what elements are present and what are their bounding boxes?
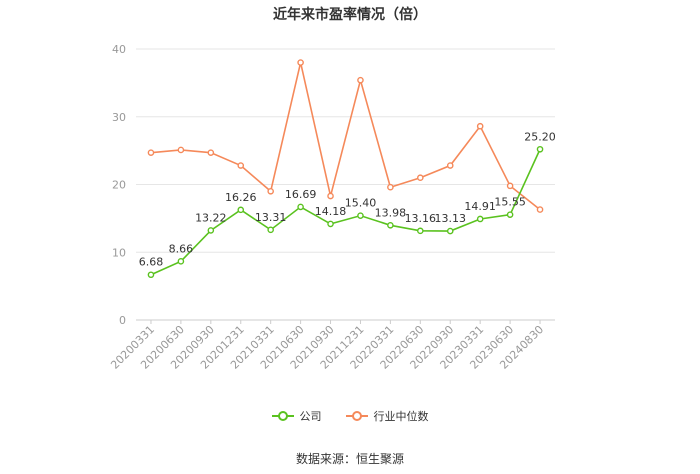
data-point-company bbox=[446, 227, 454, 235]
data-point-industry bbox=[506, 182, 514, 190]
data-point-industry bbox=[357, 76, 364, 84]
data-point-company bbox=[536, 145, 544, 153]
y-tick-label: 30 bbox=[112, 111, 126, 124]
y-tick-label: 40 bbox=[112, 43, 126, 56]
data-point-industry bbox=[147, 149, 155, 156]
data-point-company bbox=[417, 227, 424, 235]
data-point-company bbox=[147, 271, 155, 279]
data-label-company: 14.91 bbox=[464, 200, 496, 213]
data-label-company: 15.40 bbox=[345, 197, 377, 210]
data-point-company bbox=[476, 215, 484, 223]
pe-ratio-line-chart: 0102030402020033120200630202009302020123… bbox=[108, 43, 556, 372]
legend-label-company: 公司 bbox=[299, 410, 322, 423]
legend-item-industry[interactable]: 行业中位数 bbox=[345, 408, 429, 424]
data-label-company: 13.13 bbox=[435, 212, 467, 225]
data-label-company: 15.55 bbox=[494, 196, 526, 209]
data-label-company: 13.16 bbox=[405, 212, 437, 225]
data-point-industry bbox=[177, 146, 185, 154]
data-point-company bbox=[297, 203, 304, 211]
data-point-industry bbox=[417, 174, 424, 182]
data-label-company: 13.98 bbox=[375, 206, 407, 219]
data-point-company bbox=[207, 227, 215, 234]
legend-item-company[interactable]: 公司 bbox=[271, 408, 322, 424]
data-label-company: 8.66 bbox=[169, 242, 194, 255]
data-point-industry bbox=[387, 183, 394, 191]
data-label-company: 25.20 bbox=[524, 130, 556, 143]
y-tick-label: 10 bbox=[112, 246, 126, 259]
data-label-company: 16.26 bbox=[225, 191, 257, 204]
series-line-industry bbox=[150, 62, 541, 211]
y-tick-label: 0 bbox=[119, 314, 126, 327]
data-point-industry bbox=[267, 187, 274, 195]
data-point-company bbox=[506, 211, 514, 218]
data-label-company: 14.18 bbox=[315, 205, 347, 218]
data-point-industry bbox=[297, 59, 304, 66]
legend-label-industry: 行业中位数 bbox=[373, 410, 429, 423]
data-point-company bbox=[237, 206, 245, 214]
legend-swatch-company bbox=[271, 411, 294, 421]
legend-swatch-industry bbox=[345, 411, 368, 421]
legend: 公司 行业中位数 bbox=[0, 408, 700, 424]
series-line-company bbox=[150, 148, 541, 276]
data-label-company: 16.69 bbox=[285, 188, 317, 201]
data-point-industry bbox=[446, 162, 454, 169]
data-point-industry bbox=[476, 122, 484, 130]
data-point-industry bbox=[237, 162, 245, 169]
data-point-industry bbox=[536, 206, 544, 213]
data-source-note: 数据来源：恒生聚源 bbox=[295, 452, 404, 466]
chart-title: 近年来市盈率情况（倍） bbox=[273, 7, 427, 23]
data-point-industry bbox=[327, 192, 334, 200]
data-label-company: 13.22 bbox=[195, 211, 227, 224]
data-label-company: 13.31 bbox=[255, 211, 287, 224]
data-point-industry bbox=[207, 149, 215, 156]
data-point-company bbox=[327, 220, 334, 228]
data-point-company bbox=[357, 212, 364, 219]
data-point-company bbox=[267, 226, 274, 234]
data-point-company bbox=[177, 258, 185, 265]
data-point-company bbox=[387, 221, 394, 229]
data-label-company: 6.68 bbox=[139, 256, 164, 269]
y-tick-label: 20 bbox=[112, 179, 126, 192]
